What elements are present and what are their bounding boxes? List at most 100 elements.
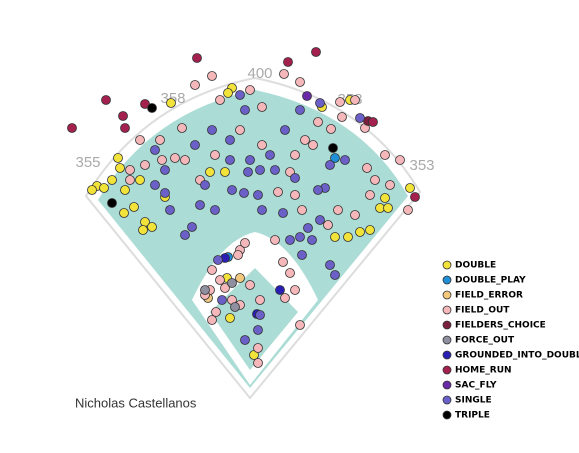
point (115, 163, 125, 173)
point (380, 193, 390, 203)
point (333, 205, 343, 215)
point (150, 180, 160, 190)
point (337, 112, 347, 122)
point (210, 150, 220, 160)
point (220, 283, 230, 293)
point (245, 155, 255, 165)
point (125, 175, 135, 185)
point (311, 47, 321, 57)
point (235, 125, 245, 135)
point (255, 295, 265, 305)
point (205, 167, 215, 177)
point (195, 200, 205, 210)
point (325, 260, 335, 270)
legend-swatch (442, 290, 452, 300)
distance-label: 355 (75, 154, 100, 171)
point (240, 335, 250, 345)
legend-label: TRIPLE (455, 411, 490, 421)
point (278, 257, 288, 267)
legend-label: SAC_FLY (455, 381, 497, 391)
point (385, 180, 395, 190)
point (211, 307, 221, 317)
point (240, 238, 250, 248)
point (118, 111, 128, 121)
point (207, 315, 217, 325)
point (213, 255, 223, 265)
point (87, 185, 97, 195)
point (290, 173, 300, 183)
legend-swatch (442, 275, 452, 285)
legend: DOUBLE DOUBLE_PLAY FIELD_ERROR FIELD_OUT FIE… (442, 260, 579, 421)
point (257, 102, 267, 112)
point (302, 91, 312, 101)
point (279, 69, 289, 79)
point (380, 150, 390, 160)
point (253, 358, 263, 368)
point (225, 155, 235, 165)
point (253, 343, 263, 353)
point (220, 167, 230, 177)
point (343, 232, 353, 242)
point (255, 165, 265, 175)
point (315, 98, 325, 108)
point (207, 265, 217, 275)
point (147, 103, 157, 113)
points (67, 47, 420, 368)
point (135, 175, 145, 185)
point (160, 188, 170, 198)
point (99, 183, 109, 193)
legend-swatch (442, 410, 452, 420)
point (160, 165, 170, 175)
point (235, 90, 245, 100)
point (210, 205, 220, 215)
point (200, 180, 210, 190)
point (295, 232, 305, 242)
point (120, 185, 130, 195)
point (313, 117, 323, 127)
point (362, 163, 372, 173)
point (410, 192, 420, 202)
point (297, 205, 307, 215)
point (207, 125, 217, 135)
point (245, 280, 255, 290)
point (147, 222, 157, 232)
point (223, 88, 233, 98)
point (330, 153, 340, 163)
point (225, 135, 235, 145)
point (180, 155, 190, 165)
point (300, 135, 310, 145)
point (368, 117, 378, 127)
point (67, 123, 77, 133)
point (365, 225, 375, 235)
point (290, 150, 300, 160)
point (190, 80, 200, 90)
point (150, 145, 160, 155)
point (207, 71, 217, 81)
point (257, 205, 267, 215)
point (355, 227, 365, 237)
point (227, 185, 237, 195)
point (215, 275, 225, 285)
point (355, 113, 365, 123)
legend-label: FIELDERS_CHOICE (455, 321, 546, 331)
point (315, 215, 325, 225)
legend-swatch (442, 260, 452, 270)
infield-grass (210, 268, 298, 370)
point (270, 235, 280, 245)
chart-title: Nicholas Castellanos (75, 395, 197, 410)
point (157, 155, 167, 165)
point (280, 125, 290, 135)
point (200, 285, 210, 295)
point (239, 188, 249, 198)
point (255, 310, 265, 320)
point (350, 210, 360, 220)
point (395, 155, 405, 165)
legend-swatch (442, 380, 452, 390)
point (240, 105, 250, 115)
legend-swatch (442, 335, 452, 345)
point (107, 175, 117, 185)
point (170, 153, 180, 163)
point (335, 97, 345, 107)
point (365, 190, 375, 200)
